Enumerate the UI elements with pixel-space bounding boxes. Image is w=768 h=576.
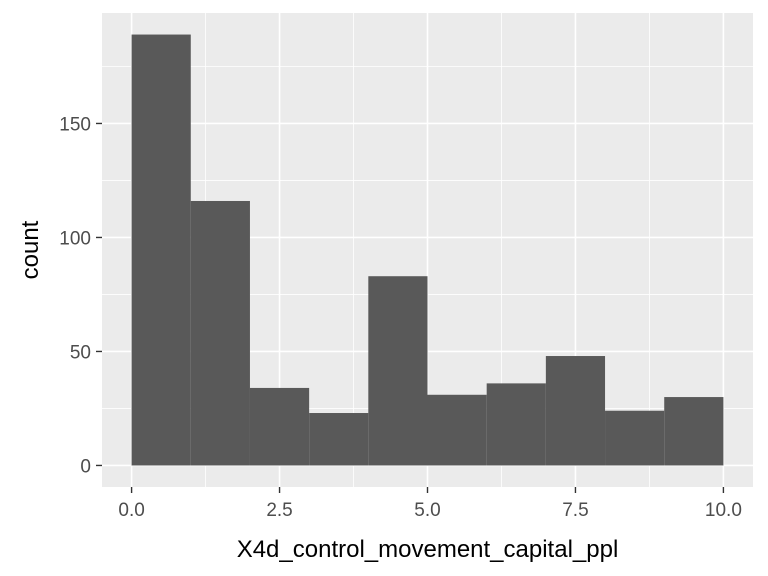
histogram-bar [249, 387, 310, 466]
x-axis: 0.0 2.5 5.0 7.5 10.0 [118, 487, 742, 521]
y-axis: 0 50 100 150 [59, 114, 102, 477]
y-tick-label: 0 [80, 456, 91, 477]
y-tick-label: 100 [59, 228, 91, 249]
histogram-bar [368, 276, 428, 466]
y-tick-label: 150 [59, 114, 91, 135]
x-tick-label: 10.0 [705, 500, 742, 521]
x-tick-label: 0.0 [118, 500, 144, 521]
histogram-bar [545, 356, 606, 466]
x-tick-label: 5.0 [414, 500, 440, 521]
histogram-bar [309, 413, 369, 466]
histogram-bar [486, 383, 546, 466]
histogram-bar [664, 397, 724, 466]
histogram-bar [190, 200, 250, 466]
histogram-bars [131, 34, 724, 466]
y-axis-title: count [17, 220, 44, 279]
histogram-bar [131, 34, 191, 466]
y-tick-label: 50 [70, 342, 91, 363]
x-tick-label: 7.5 [562, 500, 588, 521]
x-axis-title: X4d_control_movement_capital_ppl [237, 536, 619, 563]
histogram-bar [427, 394, 487, 466]
x-tick-label: 2.5 [266, 500, 292, 521]
histogram-bar [605, 410, 665, 466]
